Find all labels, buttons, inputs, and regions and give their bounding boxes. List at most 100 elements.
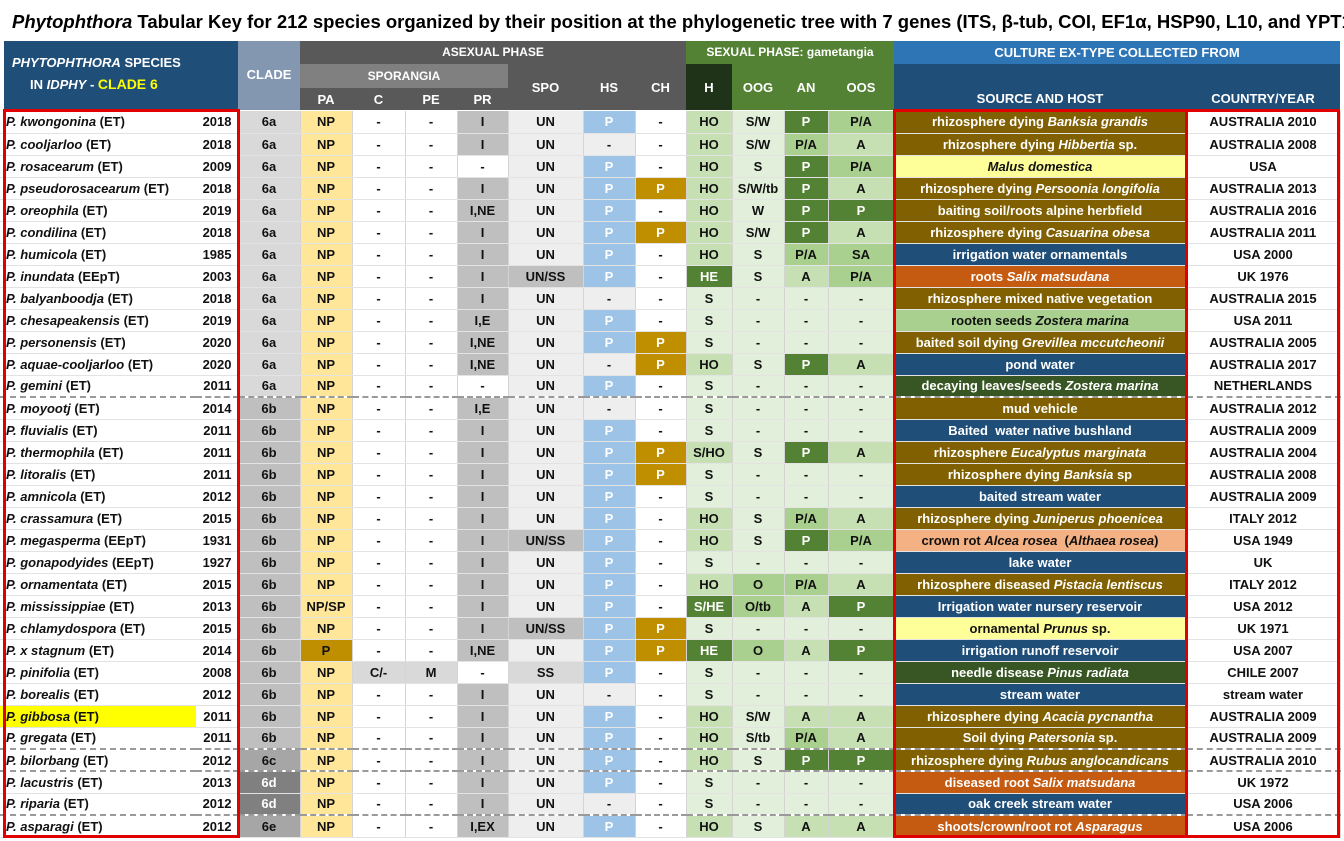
- pe-cell: -: [405, 551, 458, 574]
- pr-cell: -: [457, 661, 509, 684]
- species-name-cell: P. amnicola (ET): [0, 485, 196, 508]
- clade-cell: 6b: [238, 661, 301, 684]
- country-year-cell: ITALY 2012: [1186, 507, 1341, 530]
- host-name: Juniperus phoenicea: [1032, 510, 1163, 526]
- year-cell: 2014: [196, 639, 239, 662]
- host-name: Zostera marina: [1035, 312, 1129, 328]
- hs-cell: P: [583, 221, 636, 244]
- species-name-cell: P. pinifolia (ET): [0, 661, 196, 684]
- an-cell: A: [784, 815, 829, 838]
- c-cell: -: [352, 595, 406, 618]
- country-year-cell: USA 2011: [1186, 309, 1341, 332]
- oog-cell: S: [732, 243, 785, 266]
- hs-cell: P: [583, 705, 636, 728]
- species-name-cell: P. balyanboodja (ET): [0, 287, 196, 310]
- year-cell: 2011: [196, 375, 239, 398]
- source-host-cell: rhizosphere dying Banksia sp: [894, 463, 1187, 486]
- clade-cell: 6a: [238, 155, 301, 178]
- source-host-cell: shoots/crown/root rot Asparagus: [894, 815, 1187, 838]
- country-year-cell: USA: [1186, 155, 1341, 178]
- an-cell: A: [784, 595, 829, 618]
- type-status: (ET): [70, 664, 99, 680]
- spo-cell: UN: [508, 309, 584, 332]
- clade-cell: 6b: [238, 727, 301, 750]
- type-status: (ET): [67, 730, 97, 746]
- pr-cell: I,NE: [457, 331, 509, 354]
- source-text: ): [1154, 532, 1159, 548]
- h-cell: HO: [686, 727, 733, 750]
- table-row: P. riparia (ET) 2012 6d NP - - I UN - - S - - - oak cr…: [0, 793, 1341, 816]
- clade-cell: 6a: [238, 177, 301, 200]
- country-year-cell: USA 2007: [1186, 639, 1341, 662]
- year-cell: 2013: [196, 771, 239, 794]
- source-text: sp.: [1114, 136, 1138, 152]
- source-text: rhizosphere: [933, 444, 1012, 460]
- source-host-cell: oak creek stream water: [894, 793, 1187, 816]
- oos-cell: -: [828, 309, 895, 332]
- type-status: (EEpT): [74, 268, 120, 284]
- c-cell: -: [352, 507, 406, 530]
- ch-cell: P: [635, 177, 687, 200]
- species-name-cell: P. gregata (ET): [0, 727, 196, 750]
- h-cell: S: [686, 287, 733, 310]
- species-name: P. riparia: [6, 796, 60, 812]
- pr-cell: I: [457, 419, 509, 442]
- an-cell: -: [784, 287, 829, 310]
- h-cell: HO: [686, 221, 733, 244]
- col-header-spo: SPO: [508, 64, 583, 110]
- source-text: diseased root: [944, 774, 1033, 790]
- pe-cell: -: [405, 419, 458, 442]
- pa-cell: NP: [300, 705, 353, 728]
- species-name: P. rosacearum: [6, 158, 94, 174]
- table-row: P. cooljarloo (ET) 2018 6a NP - - I UN - - HO S/W P/…: [0, 133, 1341, 156]
- pr-cell: I,E: [457, 309, 509, 332]
- pa-cell: NP: [300, 155, 353, 178]
- an-cell: -: [784, 793, 829, 816]
- clade-cell: 6b: [238, 617, 301, 640]
- clade-cell: 6d: [238, 771, 301, 794]
- species-name: P. thermophila: [6, 444, 95, 460]
- clade-cell: 6b: [238, 551, 301, 574]
- spo-cell: UN: [508, 727, 584, 750]
- c-cell: -: [352, 331, 406, 354]
- oog-cell: -: [732, 683, 785, 706]
- an-cell: -: [784, 309, 829, 332]
- clade-cell: 6a: [238, 331, 301, 354]
- h-cell: HO: [686, 749, 733, 772]
- h-cell: HE: [686, 265, 733, 288]
- hs-cell: P: [583, 265, 636, 288]
- an-cell: -: [784, 397, 829, 420]
- oos-cell: -: [828, 771, 895, 794]
- year-cell: 2018: [196, 133, 239, 156]
- table-row: P. pinifolia (ET) 2008 6b NP C/- M - SS P - S - - - ne…: [0, 661, 1341, 684]
- source-host-cell: rhizosphere mixed native vegetation: [894, 287, 1187, 310]
- pe-cell: -: [405, 617, 458, 640]
- clade-cell: 6b: [238, 639, 301, 662]
- oos-cell: -: [828, 485, 895, 508]
- oog-cell: S: [732, 815, 785, 838]
- an-cell: -: [784, 551, 829, 574]
- hs-cell: P: [583, 485, 636, 508]
- oos-cell: A: [828, 441, 895, 464]
- hs-cell: P: [583, 177, 636, 200]
- clade-cell: 6a: [238, 309, 301, 332]
- pr-cell: I,NE: [457, 199, 509, 222]
- year-cell: 2018: [196, 287, 239, 310]
- species-name: P. mississippiae: [6, 598, 106, 614]
- hs-cell: -: [583, 133, 636, 156]
- year-cell: 2008: [196, 661, 239, 684]
- pa-cell: NP: [300, 727, 353, 750]
- source-host-cell: needle disease Pinus radiata: [894, 661, 1187, 684]
- source-host-cell: rhizosphere dying Casuarina obesa: [894, 221, 1187, 244]
- type-status: (ET): [62, 378, 92, 394]
- an-cell: A: [784, 639, 829, 662]
- species-name: P. amnicola: [6, 488, 77, 504]
- year-cell: 2018: [196, 221, 239, 244]
- species-name-cell: P. moyootj (ET): [0, 397, 196, 420]
- pe-cell: -: [405, 749, 458, 772]
- species-name: P. bilorbang: [6, 752, 80, 768]
- source-text: rhizosphere dying: [911, 752, 1027, 768]
- spo-cell: SS: [508, 661, 584, 684]
- h-cell: HO: [686, 529, 733, 552]
- pa-cell: NP: [300, 397, 353, 420]
